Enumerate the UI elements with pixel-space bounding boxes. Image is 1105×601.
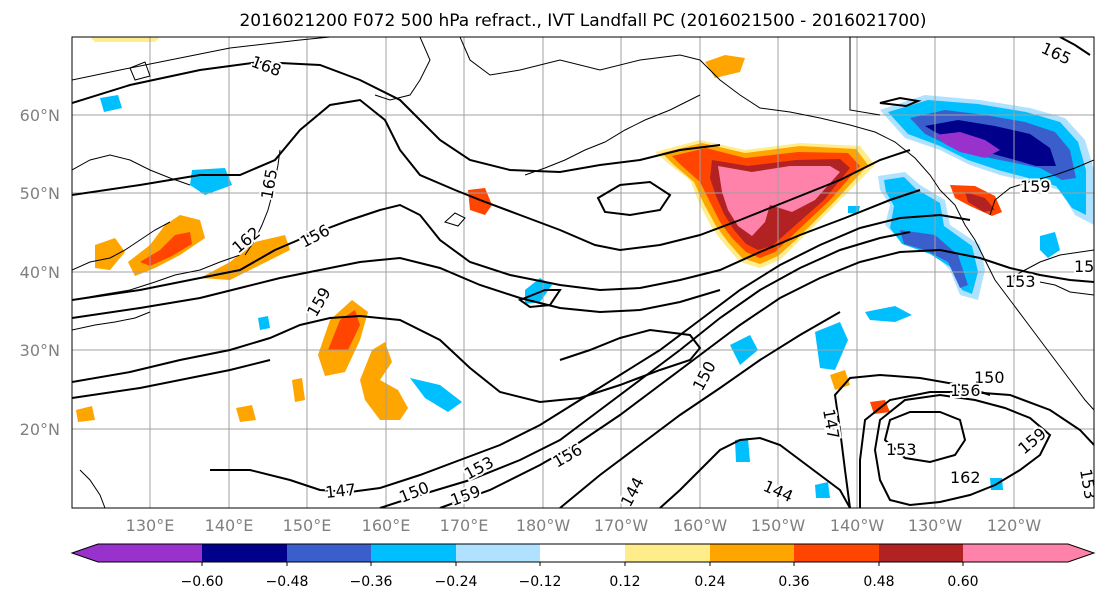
negative-anomaly-ca-blue [900,230,968,288]
colorbar-tick-label: −0.60 [181,574,224,590]
colorbar-tick-label: −0.36 [350,574,393,590]
lon-label: 140°W [830,516,885,535]
lat-label: 40°N [20,263,60,282]
contour-label: 153 [886,440,917,459]
contour-label: 15 [1074,257,1094,276]
lon-label: 150°W [751,516,806,535]
colorbar-segment [540,544,625,562]
colorbar-extend-low [72,544,98,562]
colorbar-tick-label: −0.48 [266,574,309,590]
coastlines [72,37,1094,508]
colorbar-outline [70,543,1096,563]
lon-label: 130°E [126,516,175,535]
lat-label: 20°N [20,420,60,439]
negative-anomaly-ca-small [1040,232,1060,258]
negative-anomaly-c-5 [865,306,912,322]
colorbar-segment [456,544,540,562]
positive-anomaly-cwp-1-red [328,310,360,350]
positive-anomaly-alaska-1 [705,55,745,78]
contour-label: 159 [1020,177,1051,196]
lon-label: 160°E [362,516,411,535]
positive-anomaly-cwp-4 [236,405,256,422]
positive-anomaly-japan-1-red [140,232,192,266]
shaded-field [76,37,1094,498]
lon-label: 160°W [673,516,728,535]
positive-anomaly-kamchatka [90,37,160,42]
negative-anomaly-bc-navy [925,120,1056,166]
contour-label: 162 [950,468,981,487]
map-frame [71,36,1095,509]
negative-anomaly-c-4 [815,322,848,370]
negative-anomaly-bc-purple [935,132,1000,158]
colorbar-tick-label: −0.24 [435,574,478,590]
lat-label: 60°N [20,106,60,125]
lon-label: 170°W [594,516,649,535]
contours [72,37,1094,508]
colorbar-segment [287,544,371,562]
negative-anomaly-c-7 [815,482,830,498]
positive-anomaly-japan-3 [95,238,125,270]
colorbar-tick-label: 0.24 [694,574,725,590]
contour-label: 147 [324,480,356,502]
colorbar-segment [202,544,287,562]
lon-label: 180°W [516,516,571,535]
contour-label: 153 [1076,467,1100,500]
lon-label: 130°W [908,516,963,535]
colorbar-segment [625,544,710,562]
positive-anomaly-cwp-2 [360,342,408,420]
positive-anomaly-sw [76,406,95,422]
contour-label: 150 [974,368,1005,387]
longitude-labels: 130°E 140°E 150°E 160°E 170°E 180°W 170°… [126,516,1042,535]
lon-label: 120°W [987,516,1042,535]
colorbar-segment [963,544,1068,562]
colorbar-segment [710,544,794,562]
positive-anomaly-cwp-5 [292,378,305,402]
latitude-labels: 60°N 50°N 40°N 30°N 20°N [20,106,60,439]
colorbar-segment [879,544,963,562]
contour-label: 156 [950,381,981,400]
colorbar-tick-label: 0.36 [778,574,809,590]
positive-anomaly-gulf-pink [718,166,840,236]
lat-label: 50°N [20,184,60,203]
colorbar [70,543,1096,566]
map-title: 2016021200 F072 500 hPa refract., IVT La… [239,11,926,31]
colorbar-segment [371,544,456,562]
map-panel: 168 165 162 156 159 150 147 150 153 156 … [72,37,1100,508]
contour-label: 153 [1005,272,1036,291]
colorbar-tick-label: −0.12 [519,574,562,590]
colorbar-tick-label: 0.60 [947,574,978,590]
negative-anomaly-nw-1 [100,95,122,112]
lon-label: 170°E [440,516,489,535]
negative-anomaly-c-9 [258,316,270,330]
positive-anomaly-japan-2 [200,235,290,280]
positive-anomaly-vancouver-inner [965,192,995,212]
colorbar-tick-label: 0.48 [863,574,894,590]
colorbar-tick-label: 0.12 [609,574,640,590]
positive-anomaly-cwp-3 [468,188,492,215]
lat-label: 30°N [20,341,60,360]
lon-label: 140°E [205,516,254,535]
negative-anomaly-c-2 [410,378,462,412]
colorbar-ticks: −0.60 −0.48 −0.36 −0.24 −0.12 0.12 0.24 … [181,574,979,590]
negative-anomaly-c-6 [735,438,750,462]
colorbar-segment [98,544,202,562]
colorbar-segment [794,544,879,562]
negative-anomaly-c-1 [525,278,552,304]
gridlines [72,37,1094,508]
lon-label: 150°E [283,516,332,535]
colorbar-extend-high [1068,544,1094,562]
